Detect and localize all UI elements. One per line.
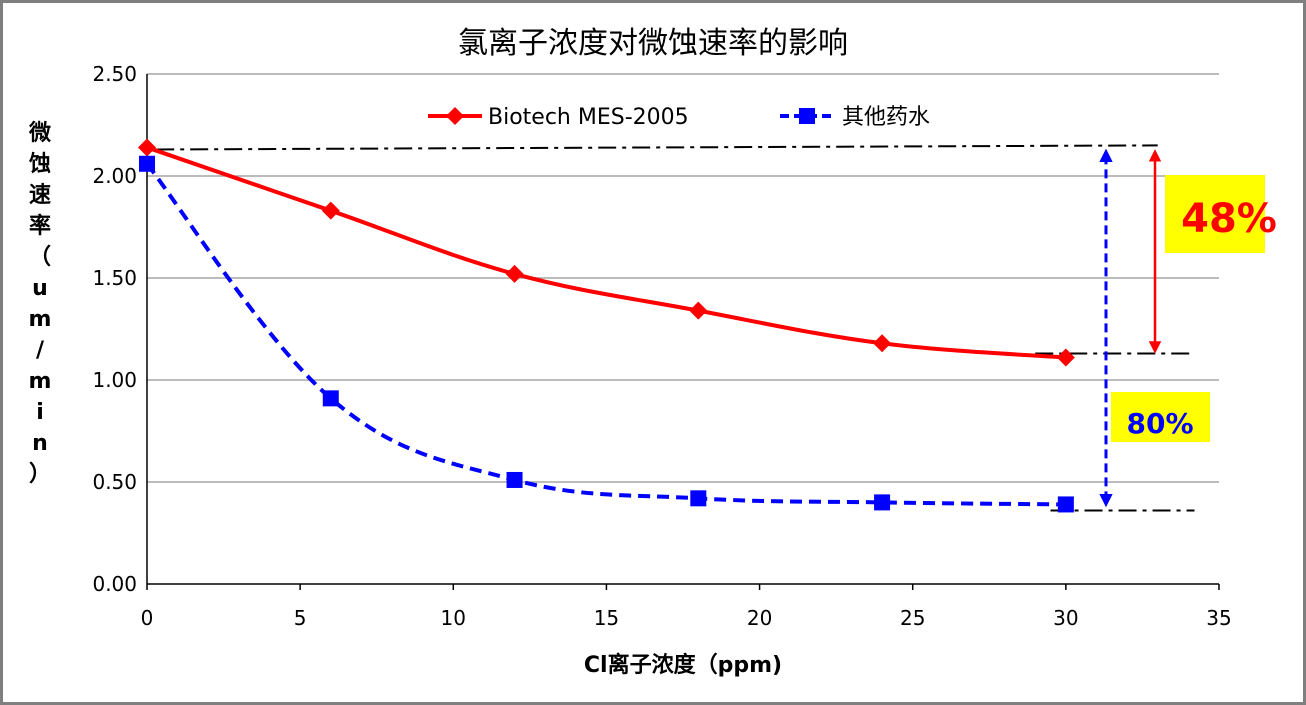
x-tick-label: 0 (141, 606, 154, 630)
annotations: 48% 80% (1099, 148, 1277, 508)
reference-lines (156, 144, 1195, 512)
grid (147, 73, 1219, 483)
legend-item: 其他药水 (780, 105, 930, 130)
label-48: 48% (1181, 196, 1277, 242)
series-biotech-mes-2005 (138, 138, 1075, 367)
y-axis-label-char: ） (29, 462, 51, 487)
label-box-48 (1165, 175, 1265, 253)
x-tick-label: 30 (1053, 606, 1078, 630)
y-axis-label-char: （ (29, 245, 51, 270)
legend-label: Biotech MES-2005 (488, 105, 689, 130)
data-point-square (506, 471, 523, 488)
legend: Biotech MES-2005 其他药水 (428, 105, 930, 130)
y-axis-label-char: / (36, 338, 45, 363)
y-axis-label-char: 微 (28, 120, 51, 146)
label-80: 80% (1126, 407, 1193, 440)
legend-label: 其他药水 (842, 105, 930, 130)
legend-marker-diamond (446, 107, 464, 125)
data-point-square (690, 490, 707, 507)
x-axis-label: Cl离子浓度（ppm) (584, 652, 782, 678)
axes (146, 74, 1220, 590)
chart-title: 氯离子浓度对微蚀速率的影响 (458, 26, 848, 61)
x-tick-label: 10 (441, 606, 466, 630)
data-point-diamond (138, 138, 156, 157)
y-axis-label-char: m (29, 369, 52, 394)
label-box-80 (1111, 392, 1210, 442)
y-tick-labels: 0.00 0.50 1.00 1.50 2.00 2.50 (92, 62, 137, 596)
x-tick-label: 20 (747, 606, 772, 630)
legend-marker-square (799, 108, 815, 124)
series-other-solution (139, 155, 1074, 513)
data-point-square (874, 494, 891, 511)
y-axis-label-char: 蚀 (28, 152, 51, 177)
y-axis-label-char: i (36, 400, 44, 425)
x-tick-label: 25 (900, 606, 925, 630)
data-point-diamond (505, 264, 524, 283)
series-line (146, 145, 1067, 360)
y-tick-label: 1.00 (92, 368, 137, 392)
y-axis-label: 微蚀速率（um/min） (28, 120, 51, 487)
reference-line-top (156, 144, 1158, 151)
series (138, 138, 1075, 513)
y-axis-label-char: u (32, 276, 48, 301)
y-axis-label-char: m (29, 307, 52, 332)
y-tick-label: 1.50 (92, 266, 137, 290)
data-point-square (139, 155, 155, 172)
x-tick-label: 35 (1206, 606, 1231, 630)
y-tick-label: 2.50 (92, 62, 137, 86)
y-tick-label: 2.00 (92, 164, 137, 188)
series-line (145, 162, 1066, 507)
y-tick-label: 0.50 (92, 470, 137, 494)
data-point-diamond (873, 334, 892, 353)
y-tick-label: 0.00 (92, 572, 137, 596)
x-tick-label: 15 (594, 606, 619, 630)
y-axis-label-char: n (32, 431, 48, 456)
x-tick-label: 5 (294, 606, 307, 630)
y-axis-label-char: 速 (29, 182, 51, 208)
data-point-diamond (689, 301, 708, 320)
x-tick-labels: 0 5 10 15 20 25 30 35 (141, 606, 1232, 630)
data-point-diamond (321, 201, 340, 220)
data-point-diamond (1056, 348, 1075, 367)
data-point-square (1057, 496, 1074, 513)
y-axis-label-char: 率 (29, 213, 51, 239)
legend-item: Biotech MES-2005 (428, 105, 689, 130)
data-point-square (322, 390, 339, 407)
